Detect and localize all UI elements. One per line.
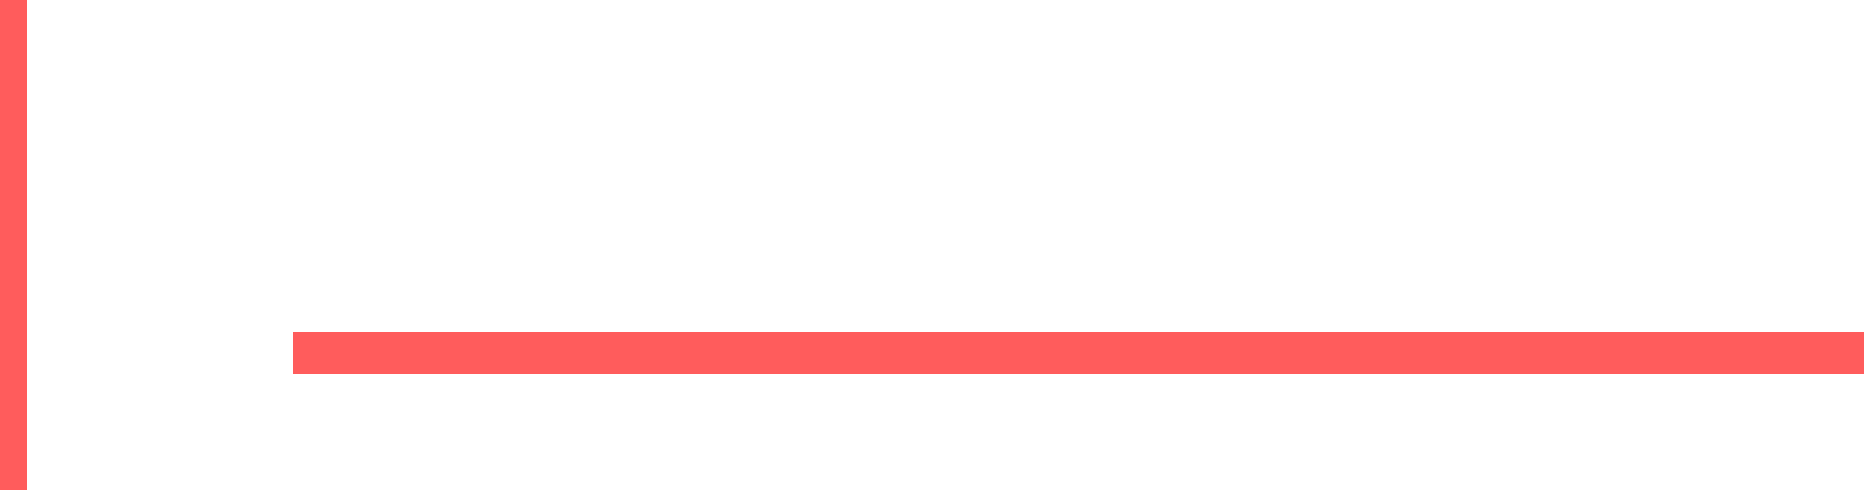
vertical-accent-bar — [0, 0, 27, 490]
horizontal-accent-bar — [293, 332, 1864, 374]
